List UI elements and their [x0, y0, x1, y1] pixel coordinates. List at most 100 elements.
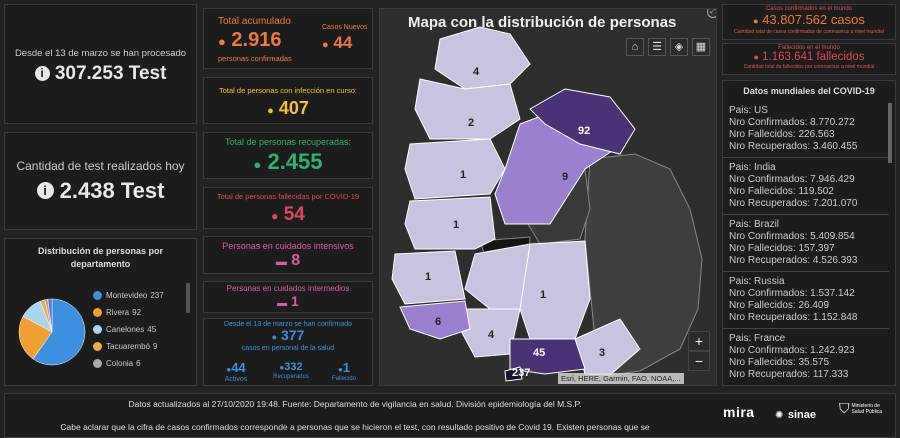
map-region-salto[interactable] [414, 78, 521, 140]
world-deaths-row: ● 1.163.641 fallecidos [723, 51, 895, 64]
map-region-artigas[interactable] [434, 26, 531, 90]
world-deaths-sub: Cantidad total de fallecidos por coronav… [743, 64, 875, 70]
map-region-paysandu[interactable] [404, 138, 506, 200]
legend-item[interactable]: Rivera 92 [93, 304, 179, 321]
legend-item[interactable]: Tacuarembó 9 [93, 338, 179, 355]
person-icon: ● [271, 209, 279, 223]
footer-line1: Datos actualizados al 27/10/2020 19:48. … [128, 399, 582, 409]
legend-dot-icon [93, 359, 102, 368]
map-region-montevideo[interactable] [504, 366, 523, 382]
footer-panel: Datos actualizados al 27/10/2020 19:48. … [4, 393, 896, 438]
expand-icon[interactable]: ⤢ [707, 9, 716, 18]
pie-slice[interactable] [32, 298, 86, 366]
legend-item[interactable]: Montevideo 237 [93, 287, 179, 304]
info-icon: i [34, 66, 50, 81]
map-region-lavalleja[interactable] [519, 240, 591, 340]
sinae-label: sinae [787, 409, 816, 421]
map-region-dark[interactable] [584, 153, 703, 376]
world-confirmed-value: 43.807.562 casos [762, 12, 865, 27]
recovered-panel: Total de personas recuperadas: ● 2.455 [203, 132, 373, 179]
legend-count: 92 [132, 308, 142, 317]
world-confirmed-caption: Casos confirmados en el mundo [765, 6, 853, 12]
country-item[interactable]: Pais: US Nro Confirmados: 8.770.272 Nro Fa… [723, 101, 889, 158]
legend-scrollbar[interactable] [186, 283, 190, 313]
active-label: Total de personas con infección en curso… [219, 86, 357, 95]
department-pie-chart [18, 298, 86, 366]
basemap-gallery-icon[interactable]: ▦ [692, 38, 710, 56]
legend-item[interactable]: Canelones 45 [93, 321, 179, 338]
legend-name: Tacuarembó [106, 342, 151, 351]
world-deaths-value: 1.163.641 fallecidos [762, 51, 865, 63]
country-fall: Nro Fallecidos: 157.397 [729, 243, 835, 254]
country-rec: Nro Recuperados: 7.201.070 [729, 198, 858, 209]
new-label: Casos Nuevos [322, 24, 368, 31]
person-icon: ● [279, 363, 285, 372]
recovered-label: Total de personas recuperadas: [224, 137, 352, 147]
bed-icon: ▬ [275, 256, 287, 268]
map-count-label: 92 [578, 125, 591, 137]
person-icon: ● [267, 105, 274, 117]
world-confirmed-sub: Cantidad total de casos confirmados de c… [734, 29, 884, 35]
country-list-scrollbar[interactable] [888, 103, 892, 163]
total-sub: personas confirmadas [218, 54, 292, 63]
home-icon[interactable]: ⌂ [626, 38, 644, 56]
map-region-rivera[interactable] [529, 88, 636, 155]
legend-list-icon[interactable]: ☰ [648, 38, 666, 56]
legend-item[interactable]: Colonia 6 [93, 355, 179, 372]
map-region-soriano[interactable] [391, 250, 466, 305]
legend-name: Colonia [106, 359, 134, 368]
layers-icon[interactable]: ◈ [670, 38, 688, 56]
intermediate-label: Personas en cuidados intermedios [226, 284, 350, 293]
recovered-value: 2.455 [267, 149, 323, 174]
country-pais: Pais: France [729, 333, 786, 344]
health-active-label: Activos [224, 376, 248, 383]
country-pais: Pais: US [729, 105, 768, 116]
info-icon: i [36, 182, 54, 199]
country-conf: Nro Confirmados: 5.409.854 [729, 231, 855, 242]
map-count-label: 2 [468, 117, 475, 129]
world-deaths-caption: Fallecidos en el mundo [778, 45, 840, 51]
intermediate-value: 1 [291, 293, 299, 309]
dot-icon: ● [753, 16, 759, 26]
legend-name: Canelones [106, 325, 145, 334]
today-caption: Cantidad de test realizados hoy [16, 159, 185, 173]
map-panel[interactable]: 4 2 1 1 1 6 4 45 237 3 1 9 92 Mapa con l… [379, 8, 717, 386]
country-fall: Nro Fallecidos: 35.575 [729, 357, 830, 368]
country-item[interactable]: Pais: France Nro Confirmados: 1.242.923 Nr… [723, 329, 889, 385]
pie-slice[interactable] [18, 315, 53, 360]
health-caption1: Desde el 13 de marzo se han confirmado [223, 321, 353, 328]
country-fall: Nro Fallecidos: 119.502 [729, 186, 834, 197]
country-item[interactable]: Pais: Russia Nro Confirmados: 1.537.142 Nr… [723, 272, 889, 329]
map-count-label: 45 [533, 347, 546, 359]
health-recovered: ●332 Recuperados [268, 361, 314, 380]
country-conf: Nro Confirmados: 8.770.272 [729, 117, 855, 128]
icu-label: Personas en cuidados intensivos [222, 241, 354, 251]
map-region-rio-negro[interactable] [404, 196, 496, 250]
person-icon: ● [226, 365, 232, 374]
msp-logo: ⛉ Ministerio de Salud Pública [839, 400, 884, 417]
msp-label: Ministerio de Salud Pública [851, 402, 883, 415]
person-icon: ● [337, 365, 343, 374]
deceased-panel: Total de personas fallecidas por COVID-1… [203, 187, 373, 229]
country-pais: Pais: Brazil [729, 219, 780, 230]
health-deceased: ●1 Fallecido [324, 361, 364, 382]
uruguay-map[interactable] [380, 9, 717, 386]
world-list-title: Datos mundiales del COVID-19 [743, 86, 875, 96]
dept-title: Distribución de personas por departament… [37, 246, 164, 269]
sinae-logo: ✺ sinae [775, 405, 816, 423]
map-count-label: 237 [512, 367, 531, 379]
health-deceased-label: Fallecido [331, 376, 356, 382]
pie-slice[interactable] [47, 298, 53, 333]
country-list[interactable]: Pais: US Nro Confirmados: 8.770.272 Nro Fa… [723, 101, 889, 385]
country-item[interactable]: Pais: India Nro Confirmados: 7.946.429 Nro… [723, 158, 889, 215]
map-region-colonia[interactable] [399, 300, 471, 340]
new-value-row: ● 44 [322, 33, 352, 53]
total-value-row: ● 2.916 [218, 29, 281, 52]
map-region-canelones[interactable] [509, 338, 586, 375]
zoom-in-button[interactable]: + [688, 331, 710, 351]
zoom-out-button[interactable]: − [688, 351, 710, 371]
country-pais: Pais: Russia [729, 276, 785, 287]
icu-panel: Personas en cuidados intensivos ▬ 8 [203, 236, 373, 274]
country-item[interactable]: Pais: Brazil Nro Confirmados: 5.409.854 Nr… [723, 215, 889, 272]
department-legend: Montevideo 237 Rivera 92 Canelones 45 Tacuarem… [93, 287, 179, 372]
